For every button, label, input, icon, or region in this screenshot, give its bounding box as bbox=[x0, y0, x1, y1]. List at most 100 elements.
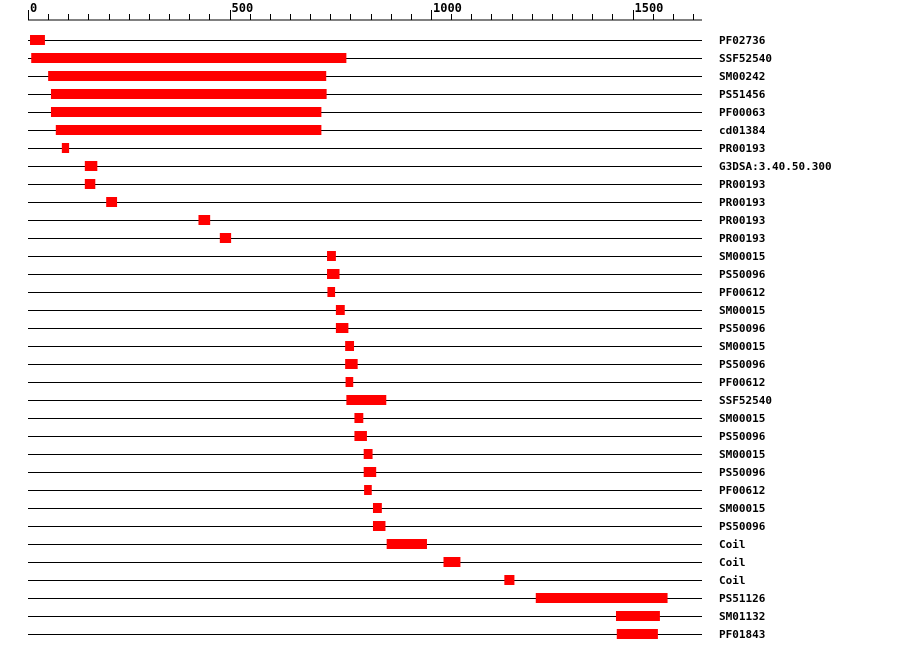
domain-label: SSF52540 bbox=[719, 394, 772, 407]
domain-row: PS50096 bbox=[28, 520, 766, 533]
domain-bar[interactable] bbox=[372, 503, 382, 513]
domain-bar[interactable] bbox=[31, 53, 347, 63]
domain-label: PS50096 bbox=[719, 466, 766, 479]
domain-bar[interactable] bbox=[345, 341, 355, 351]
domain-row: PS50096 bbox=[28, 466, 766, 479]
domain-bar[interactable] bbox=[386, 539, 427, 549]
domain-label: PS50096 bbox=[719, 268, 766, 281]
domain-bar[interactable] bbox=[364, 485, 372, 495]
domain-bar[interactable] bbox=[48, 71, 327, 81]
domain-row: SSF52540 bbox=[28, 394, 772, 407]
x-tick-label: 0 bbox=[30, 1, 37, 15]
domain-label: PS50096 bbox=[719, 520, 766, 533]
domain-label: Coil bbox=[719, 556, 746, 569]
domain-row: SM00015 bbox=[28, 304, 765, 317]
domain-label: PS50096 bbox=[719, 358, 766, 371]
domain-row: PR00193 bbox=[28, 196, 765, 209]
domain-bar[interactable] bbox=[30, 35, 45, 45]
domain-label: PR00193 bbox=[719, 178, 765, 191]
domain-bar[interactable] bbox=[345, 377, 354, 387]
domain-label: PS51126 bbox=[719, 592, 766, 605]
domain-row: Coil bbox=[28, 556, 746, 569]
domain-label: Coil bbox=[719, 574, 746, 587]
domain-row: cd01384 bbox=[28, 124, 766, 137]
domain-bar[interactable] bbox=[327, 287, 336, 297]
domain-label: SM00242 bbox=[719, 70, 765, 83]
domain-label: PS50096 bbox=[719, 322, 766, 335]
domain-label: PF01843 bbox=[719, 628, 765, 641]
domain-label: PS50096 bbox=[719, 430, 766, 443]
domain-label: PR00193 bbox=[719, 232, 765, 245]
domain-bar[interactable] bbox=[354, 431, 367, 441]
domain-row: SM01132 bbox=[28, 610, 765, 623]
domain-label: PF00612 bbox=[719, 484, 765, 497]
domain-row: PS51126 bbox=[28, 592, 766, 605]
domain-row: SSF52540 bbox=[28, 52, 772, 65]
domain-label: PF00063 bbox=[719, 106, 765, 119]
domain-row: PF00612 bbox=[28, 376, 765, 389]
domain-bar[interactable] bbox=[345, 359, 358, 369]
x-tick-label: 500 bbox=[232, 1, 254, 15]
domain-row: PS50096 bbox=[28, 268, 766, 281]
domain-bar[interactable] bbox=[198, 215, 211, 225]
domain-bar[interactable] bbox=[504, 575, 515, 585]
domain-row: SM00015 bbox=[28, 502, 765, 515]
domain-row: PF00612 bbox=[28, 286, 765, 299]
domain-row: PR00193 bbox=[28, 214, 765, 227]
domain-row: PS50096 bbox=[28, 322, 766, 335]
x-tick-label: 1000 bbox=[433, 1, 462, 15]
domain-label: G3DSA:3.40.50.300 bbox=[719, 160, 832, 173]
domain-rows: PF02736 SSF52540 SM00242 PS51456 PF00063 cd01… bbox=[28, 34, 832, 641]
domain-row: PF02736 bbox=[28, 34, 766, 47]
domain-row: PR00193 bbox=[28, 178, 765, 191]
domain-label: PR00193 bbox=[719, 214, 765, 227]
domain-bar[interactable] bbox=[106, 197, 118, 207]
domain-label: SM00015 bbox=[719, 250, 765, 263]
domain-row: PF01843 bbox=[28, 628, 765, 641]
domain-bar[interactable] bbox=[443, 557, 461, 567]
domain-label: SM00015 bbox=[719, 304, 765, 317]
domain-bar[interactable] bbox=[615, 611, 660, 621]
domain-bar[interactable] bbox=[363, 467, 377, 477]
domain-bar[interactable] bbox=[327, 251, 336, 261]
domain-row: SM00015 bbox=[28, 250, 765, 263]
domain-label: cd01384 bbox=[719, 124, 766, 137]
domain-label: SM00015 bbox=[719, 340, 765, 353]
domain-bar[interactable] bbox=[55, 125, 322, 135]
domain-row: PF00063 bbox=[28, 106, 765, 119]
domain-bar[interactable] bbox=[616, 629, 658, 639]
domain-bar[interactable] bbox=[61, 143, 70, 153]
domain-row: Coil bbox=[28, 538, 746, 551]
domain-bar[interactable] bbox=[50, 89, 327, 99]
domain-label: PF00612 bbox=[719, 376, 765, 389]
domain-bar[interactable] bbox=[363, 449, 373, 459]
domain-bar[interactable] bbox=[335, 305, 345, 315]
domain-label: Coil bbox=[719, 538, 746, 551]
domain-row: SM00015 bbox=[28, 412, 765, 425]
domain-bar[interactable] bbox=[84, 161, 98, 171]
domain-row: Coil bbox=[28, 574, 746, 587]
domain-row: PR00193 bbox=[28, 142, 765, 155]
domain-bar[interactable] bbox=[535, 593, 668, 603]
domain-label: PR00193 bbox=[719, 196, 765, 209]
x-axis: 0 500 1000 1500 bbox=[28, 1, 702, 21]
domain-row: PS51456 bbox=[28, 88, 766, 101]
domain-bar[interactable] bbox=[346, 395, 387, 405]
domain-bar[interactable] bbox=[219, 233, 232, 243]
domain-row: PS50096 bbox=[28, 430, 766, 443]
domain-row: PR00193 bbox=[28, 232, 765, 245]
domain-bar[interactable] bbox=[372, 521, 386, 531]
domain-label: SM00015 bbox=[719, 502, 765, 515]
domain-bar[interactable] bbox=[50, 107, 322, 117]
domain-label: PF02736 bbox=[719, 34, 766, 47]
domain-bar[interactable] bbox=[354, 413, 364, 423]
domain-label: SM01132 bbox=[719, 610, 765, 623]
domain-bar[interactable] bbox=[335, 323, 349, 333]
domain-row: G3DSA:3.40.50.300 bbox=[28, 160, 832, 173]
domain-row: SM00242 bbox=[28, 70, 765, 83]
domain-bar[interactable] bbox=[84, 179, 96, 189]
domain-label: PF00612 bbox=[719, 286, 765, 299]
domain-label: SSF52540 bbox=[719, 52, 772, 65]
domain-bar[interactable] bbox=[327, 269, 340, 279]
domain-label: SM00015 bbox=[719, 412, 765, 425]
